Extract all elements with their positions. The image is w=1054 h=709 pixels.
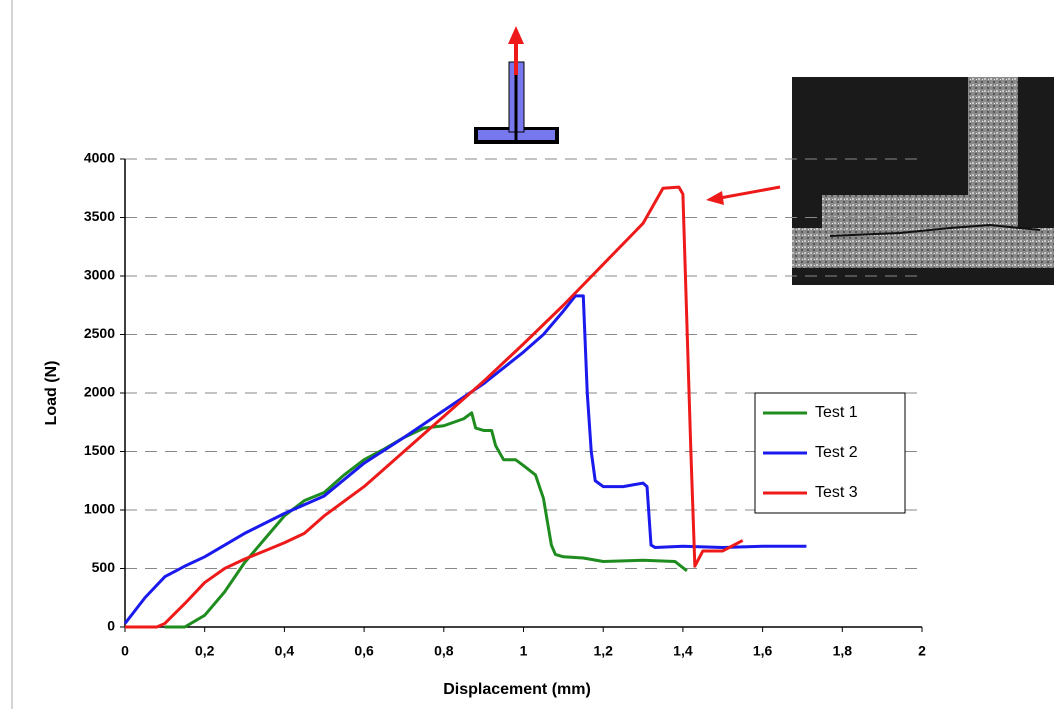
series-line — [123, 294, 807, 625]
y-tick-label: 3500 — [84, 208, 115, 224]
y-tick-label: 3000 — [84, 267, 115, 283]
x-tick-label: 1,4 — [673, 643, 693, 659]
x-tick-label: 0,4 — [275, 643, 295, 659]
x-tick-label: 1 — [520, 643, 528, 659]
x-tick-label: 1,6 — [753, 643, 773, 659]
specimen-icon — [474, 26, 559, 144]
annotation-arrow — [706, 185, 781, 205]
x-tick-label: 2 — [918, 643, 926, 659]
y-axis-label: Load (N) — [43, 361, 60, 426]
y-tick-label: 4000 — [84, 150, 115, 166]
x-tick-label: 0,2 — [195, 643, 215, 659]
x-tick-label: 1,2 — [593, 643, 613, 659]
x-axis-label: Displacement (mm) — [443, 681, 591, 698]
x-tick-label: 0,8 — [434, 643, 454, 659]
series-line — [164, 411, 688, 629]
y-tick-label: 500 — [92, 559, 116, 575]
legend-label: Test 2 — [815, 444, 858, 461]
legend-label: Test 1 — [815, 404, 858, 421]
legend-label: Test 3 — [815, 484, 858, 501]
y-tick-label: 2500 — [84, 325, 115, 341]
x-tick-label: 0,6 — [354, 643, 374, 659]
x-tick-label: 1,8 — [833, 643, 853, 659]
x-tick-label: 0 — [121, 643, 129, 659]
y-tick-label: 0 — [107, 618, 115, 634]
y-tick-label: 1500 — [84, 442, 115, 458]
y-tick-label: 1000 — [84, 501, 115, 517]
y-tick-label: 2000 — [84, 384, 115, 400]
specimen-photo — [792, 77, 1054, 285]
series-line — [125, 185, 744, 629]
